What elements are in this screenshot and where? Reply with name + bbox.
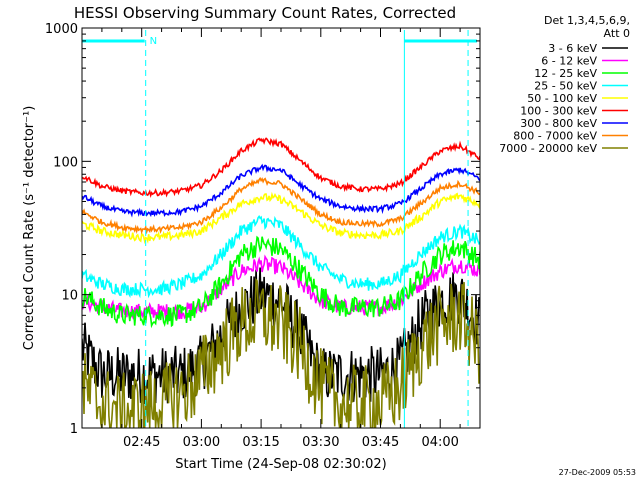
- legend-label-4: 50 - 100 keV: [527, 92, 597, 105]
- legend-header-line-2: Att 0: [604, 27, 630, 40]
- y-axis: 1 10 100 1000: [45, 22, 480, 437]
- series-line-6: [82, 163, 480, 218]
- legend-label-7: 800 - 7000 keV: [513, 130, 597, 143]
- y-tick-label: 100: [53, 155, 78, 170]
- x-tick-label: 03:00: [183, 435, 220, 450]
- legend-label-0: 3 - 6 keV: [548, 42, 597, 55]
- x-axis-label: Start Time (24-Sep-08 02:30:02): [175, 457, 386, 472]
- chart-title: HESSI Observing Summary Count Rates, Cor…: [74, 4, 456, 22]
- series-line-4: [82, 191, 480, 245]
- legend-label-6: 300 - 800 keV: [520, 117, 597, 130]
- annotation-layer: N: [82, 30, 477, 428]
- legend-label-8: 7000 - 20000 keV: [499, 142, 597, 155]
- series-line-8: [82, 277, 480, 428]
- series-line-2: [82, 235, 480, 329]
- series-line-7: [82, 176, 480, 235]
- y-tick-label: 1000: [45, 22, 78, 37]
- x-tick-label: 02:45: [123, 435, 160, 450]
- plot-frame: [81, 27, 481, 429]
- legend-label-2: 12 - 25 keV: [534, 67, 597, 80]
- x-tick-label: 03:30: [302, 435, 339, 450]
- y-tick-label: 10: [61, 289, 78, 304]
- legend-header-line-1: Det 1,3,4,5,6,9,: [544, 14, 630, 27]
- y-axis-label: Corrected Count Rate (s⁻¹ detector⁻¹): [22, 106, 37, 351]
- legend-label-3: 25 - 50 keV: [534, 80, 597, 93]
- y-tick-label: 1: [70, 422, 78, 437]
- series-line-3: [82, 214, 480, 299]
- x-tick-label: 04:00: [421, 435, 458, 450]
- legend-label-5: 100 - 300 keV: [520, 105, 597, 118]
- timestamp: 27-Dec-2009 05:53: [559, 468, 636, 477]
- series-line-5: [82, 137, 480, 198]
- x-tick-label: 03:45: [362, 435, 399, 450]
- legend-label-1: 6 - 12 keV: [541, 55, 597, 68]
- series-layer: [82, 137, 480, 428]
- x-tick-label: 03:15: [242, 435, 279, 450]
- annotation-marker-label: N: [150, 36, 157, 47]
- x-axis: 02:45 03:00 03:15 03:30 03:45 04:00: [101, 28, 461, 450]
